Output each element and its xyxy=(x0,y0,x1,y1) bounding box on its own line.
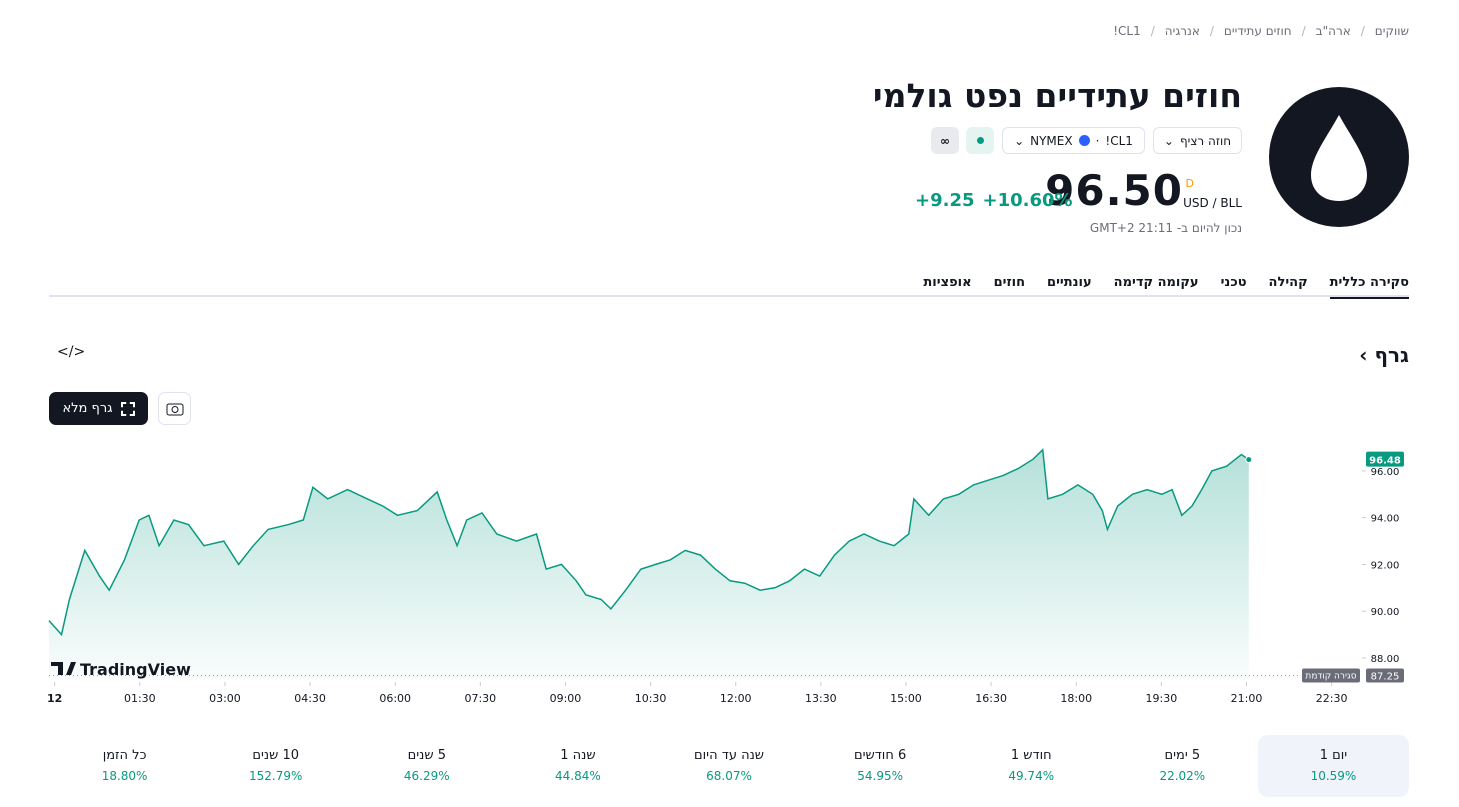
tab[interactable]: קהילה xyxy=(1268,275,1308,290)
chart: 88.00 90.00 92.00 94.00 96.00 12 01:30 03:00 04:… xyxy=(47,448,1404,705)
tab[interactable]: חוזים xyxy=(993,275,1026,290)
period-change: 44.84% xyxy=(555,769,601,783)
period: שנה עד היום xyxy=(694,748,764,763)
tab[interactable]: עקומה קדימה xyxy=(1113,275,1199,290)
previous-close-value-tag xyxy=(1366,668,1404,683)
x-tick-label: 07:30 xyxy=(464,692,496,705)
previous-close-tag xyxy=(1302,668,1360,683)
breadcrumb[interactable]: חוזים עתידיים xyxy=(1224,24,1316,38)
period-change: 46.29% xyxy=(403,769,450,783)
currency: USD / BLL xyxy=(1183,196,1242,210)
fullscreen-button[interactable]: גרף מלא xyxy=(49,392,148,425)
section-title-text: גרף xyxy=(1374,343,1409,367)
x-tick-label: 19:30 xyxy=(1146,692,1178,705)
period: חודש 1 xyxy=(1010,748,1052,763)
x-tick-label: 10:30 xyxy=(635,692,667,705)
x-tick-label: 04:30 xyxy=(294,692,326,705)
period-change: 22.02% xyxy=(1159,769,1206,783)
period-change: 152.79% xyxy=(248,769,303,783)
performance-item[interactable]: כל הזמן 18.80% xyxy=(49,735,200,797)
tab[interactable]: טכני xyxy=(1220,275,1247,290)
tabs: סקירה כללית קהילה טכני עקומה קדימה עונתיים חו… xyxy=(923,275,1409,299)
x-tick-label: 18:00 xyxy=(1060,692,1092,705)
contract: חוזה רציף xyxy=(1179,133,1232,148)
symbol: CL1! xyxy=(1105,133,1133,148)
breadcrumb[interactable]: אנרגיה xyxy=(1165,24,1224,38)
as-of: נכון להיום ב- 21:11 GMT+2 xyxy=(1089,221,1242,235)
link-chip[interactable]: ∞ xyxy=(931,127,959,154)
performance-item[interactable]: יום 1 10.59% xyxy=(1257,735,1409,797)
breadcrumbs: שווקיםארה"בחוזים עתידייםאנרגיהCL1! xyxy=(1113,24,1409,38)
x-tick-label: 06:00 xyxy=(379,692,411,705)
period: שנה 1 xyxy=(560,748,596,763)
previous-close-label: סגירה קודמת xyxy=(1305,672,1356,682)
performance-item[interactable]: 5 ימים 22.02% xyxy=(1107,735,1258,797)
performance-item[interactable]: חודש 1 49.74% xyxy=(956,735,1107,797)
period-change: 18.80% xyxy=(101,769,148,783)
exchange: NYMEX xyxy=(1030,133,1073,148)
x-tick-label: 13:30 xyxy=(805,692,837,705)
last-value-label: 96.48 xyxy=(1369,456,1401,467)
breadcrumb[interactable]: ארה"ב xyxy=(1316,24,1375,38)
price: 96.50 xyxy=(1045,166,1183,215)
x-tick-label: 16:30 xyxy=(975,692,1007,705)
x-tick-label: 09:00 xyxy=(550,692,582,705)
change-pct: +10.60% xyxy=(982,190,1073,211)
contract-select[interactable]: חוזה רציף ⌄ xyxy=(1153,127,1242,154)
period-change: 49.74% xyxy=(1008,769,1055,783)
period: 6 חודשים xyxy=(853,748,907,763)
period: כל הזמן xyxy=(102,748,147,763)
period-change: 54.95% xyxy=(857,769,903,783)
y-tick-label: 94.00 xyxy=(1371,514,1400,525)
performance-item[interactable]: שנה 1 44.84% xyxy=(502,735,653,797)
title: חוזים עתידיים נפט גולמי xyxy=(872,76,1242,115)
last-value-tag xyxy=(1366,451,1404,467)
snapshot-button[interactable] xyxy=(158,392,191,425)
watermark-logo xyxy=(51,662,76,675)
status-chip[interactable] xyxy=(966,127,994,154)
change: +9.25 +10.60% xyxy=(915,190,1073,211)
section-title: גרף › xyxy=(1359,343,1409,367)
line xyxy=(48,448,1250,637)
tab[interactable]: עונתיים xyxy=(1047,275,1092,290)
tab[interactable]: אופציות xyxy=(923,275,972,290)
x-tick-label: 22:30 xyxy=(1316,692,1348,705)
period: 5 שנים xyxy=(407,748,446,763)
price-flag: D xyxy=(1185,177,1194,190)
period-change: 10.59% xyxy=(1310,769,1357,783)
x-tick-label: 03:00 xyxy=(209,692,241,705)
performance-item[interactable]: שנה עד היום 68.07% xyxy=(653,735,804,797)
symbol-select[interactable]: CL1! · NYMEX ⌄ xyxy=(1002,127,1145,154)
embed-button[interactable]: </> xyxy=(57,344,86,360)
watermark: TradingView xyxy=(80,660,191,679)
performance-item[interactable]: 10 שנים 152.79% xyxy=(200,735,351,797)
previous-close-value: 87.25 xyxy=(1371,672,1400,683)
change-abs: +9.25 xyxy=(915,190,975,211)
x-tick-label: 12:00 xyxy=(720,692,752,705)
x-tick-label: 15:00 xyxy=(890,692,922,705)
x-tick-label: 01:30 xyxy=(124,692,156,705)
period: 5 ימים xyxy=(1164,748,1201,763)
performance-item[interactable]: 6 חודשים 54.95% xyxy=(805,735,956,797)
period: יום 1 xyxy=(1319,748,1348,763)
fullscreen-label: גרף מלא xyxy=(62,401,113,416)
period: 10 שנים xyxy=(252,748,299,763)
y-tick-label: 92.00 xyxy=(1371,560,1400,571)
x-tick-label: 12 xyxy=(47,692,62,705)
breadcrumb[interactable]: CL1! xyxy=(1113,24,1165,38)
y-tick-label: 96.00 xyxy=(1371,467,1400,478)
y-tick-label: 90.00 xyxy=(1371,607,1400,618)
last-point xyxy=(1245,456,1253,464)
divider xyxy=(49,295,1409,297)
breadcrumb[interactable]: שווקים xyxy=(1374,24,1409,38)
performance: יום 1 10.59% 5 ימים 22.02% חודש 1 49.74% 6 חוד… xyxy=(49,735,1409,797)
performance-item[interactable]: 5 שנים 46.29% xyxy=(351,735,502,797)
logo xyxy=(1269,87,1409,227)
area xyxy=(49,449,1249,680)
period-change: 68.07% xyxy=(706,769,752,783)
tab[interactable]: סקירה כללית xyxy=(1329,275,1409,299)
x-tick-label: 21:00 xyxy=(1231,692,1263,705)
y-tick-label: 88.00 xyxy=(1371,654,1400,665)
